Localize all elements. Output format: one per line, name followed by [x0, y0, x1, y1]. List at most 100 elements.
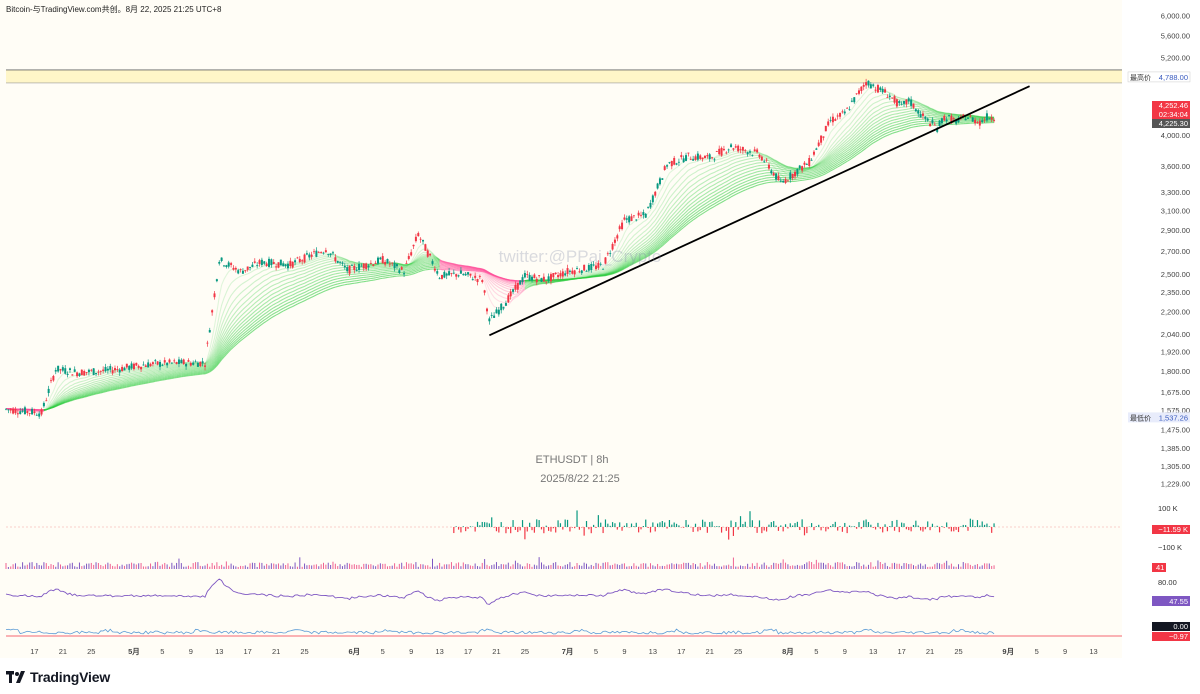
ema-ribbon-line	[263, 289, 267, 292]
ema-ribbon-line	[306, 295, 310, 298]
ema-ribbon-line	[309, 285, 312, 288]
ema-ribbon-line	[330, 287, 334, 290]
ema-ribbon-line	[100, 385, 104, 388]
ema-ribbon-line	[418, 267, 421, 270]
ema-ribbon-line	[102, 372, 106, 375]
ema-ribbon-line	[252, 298, 256, 302]
ema-ribbon-line	[209, 364, 213, 368]
ema-ribbon-line	[206, 354, 211, 361]
ema-ribbon-line	[86, 372, 90, 375]
ema-ribbon-line	[290, 303, 293, 306]
ema-ribbon-line	[129, 378, 132, 381]
ema-ribbon-line	[418, 263, 421, 266]
ema-ribbon-line	[271, 315, 275, 319]
ema-ribbon-line	[287, 288, 291, 291]
ema-ribbon-line	[399, 263, 402, 265]
ema-ribbon-line	[98, 388, 101, 391]
ema-ribbon-line	[249, 300, 253, 304]
ema-ribbon-line	[225, 340, 230, 345]
ema-ribbon-line	[79, 391, 82, 393]
ema-ribbon-line	[420, 263, 424, 266]
ema-ribbon-line	[69, 384, 73, 387]
ema-ribbon-line	[55, 401, 59, 405]
ema-ribbon-line	[211, 353, 215, 359]
ema-ribbon-line	[311, 257, 315, 260]
ema-ribbon-line	[420, 255, 424, 258]
ema-ribbon-line	[247, 307, 251, 311]
ema-ribbon-line	[88, 384, 92, 387]
ema-ribbon-line	[280, 272, 284, 274]
ema-ribbon-line	[76, 381, 80, 384]
ema-ribbon-line	[439, 259, 443, 263]
ema-ribbon-line	[320, 265, 324, 268]
ema-ribbon-line	[88, 391, 92, 394]
ema-ribbon-line	[273, 283, 277, 286]
ema-ribbon-line	[294, 303, 298, 306]
ema-ribbon-line	[237, 327, 241, 331]
ema-ribbon-line	[64, 390, 68, 393]
ema-ribbon-line	[84, 382, 87, 385]
ema-ribbon-line	[74, 397, 78, 400]
ema-ribbon-line	[247, 318, 251, 322]
ema-ribbon-line	[81, 380, 85, 382]
ema-ribbon-line	[280, 307, 284, 311]
ema-ribbon-line	[129, 380, 132, 382]
ema-ribbon-line	[323, 262, 327, 264]
ema-ribbon-line	[126, 382, 130, 384]
ema-ribbon-line	[607, 274, 611, 276]
ema-ribbon-line	[107, 387, 111, 390]
ema-ribbon-line	[88, 371, 92, 374]
ema-ribbon-line	[214, 358, 218, 363]
ema-ribbon-line	[84, 395, 87, 398]
ema-ribbon-line	[311, 255, 315, 259]
ema-ribbon-line	[252, 321, 256, 324]
ema-ribbon-line	[86, 390, 90, 392]
ema-ribbon-line	[91, 383, 94, 386]
ema-ribbon-line	[72, 394, 75, 397]
ema-ribbon-line	[420, 262, 424, 265]
ema-ribbon-line	[441, 260, 445, 263]
ema-ribbon-line	[316, 273, 319, 276]
ema-ribbon-line	[84, 386, 87, 389]
ema-ribbon-line	[396, 262, 400, 265]
ema-ribbon-line	[259, 281, 263, 285]
ema-ribbon-line	[413, 267, 417, 270]
ema-ribbon-line	[223, 354, 227, 358]
ema-ribbon-line	[297, 290, 301, 293]
ema-ribbon-line	[316, 282, 319, 285]
ema-ribbon-line	[602, 266, 606, 269]
ema-ribbon-line	[88, 377, 92, 380]
ema-ribbon-line	[57, 384, 61, 389]
ema-ribbon-line	[335, 283, 338, 286]
ema-ribbon-line	[218, 284, 223, 297]
ema-ribbon-line	[105, 373, 109, 376]
ema-ribbon-line	[271, 303, 275, 307]
ema-ribbon-line	[271, 270, 274, 273]
ema-ribbon-line	[244, 327, 249, 330]
ema-ribbon-line	[410, 263, 414, 266]
ema-ribbon-line	[444, 262, 447, 265]
ema-ribbon-line	[313, 262, 317, 265]
ema-ribbon-line	[145, 376, 149, 379]
ema-ribbon-line	[441, 261, 445, 264]
ema-ribbon-line	[415, 261, 419, 264]
ema-ribbon-line	[311, 266, 315, 269]
ema-ribbon-line	[344, 259, 348, 262]
ema-ribbon-line	[140, 380, 144, 382]
ema-ribbon-line	[242, 334, 246, 338]
ema-ribbon-line	[93, 386, 97, 389]
ema-ribbon-line	[313, 286, 317, 289]
ema-ribbon-line	[309, 267, 312, 269]
ema-ribbon-line	[91, 374, 94, 377]
ema-ribbon-line	[145, 374, 149, 377]
ema-ribbon-line	[309, 264, 312, 267]
ema-ribbon-line	[55, 388, 59, 394]
ema-ribbon-line	[105, 387, 109, 390]
ema-ribbon-line	[204, 369, 208, 372]
ema-ribbon-line	[206, 359, 211, 363]
ema-ribbon-line	[259, 287, 263, 291]
ema-ribbon-line	[256, 303, 260, 307]
ema-ribbon-line	[133, 375, 137, 377]
ema-ribbon-line	[417, 253, 422, 257]
